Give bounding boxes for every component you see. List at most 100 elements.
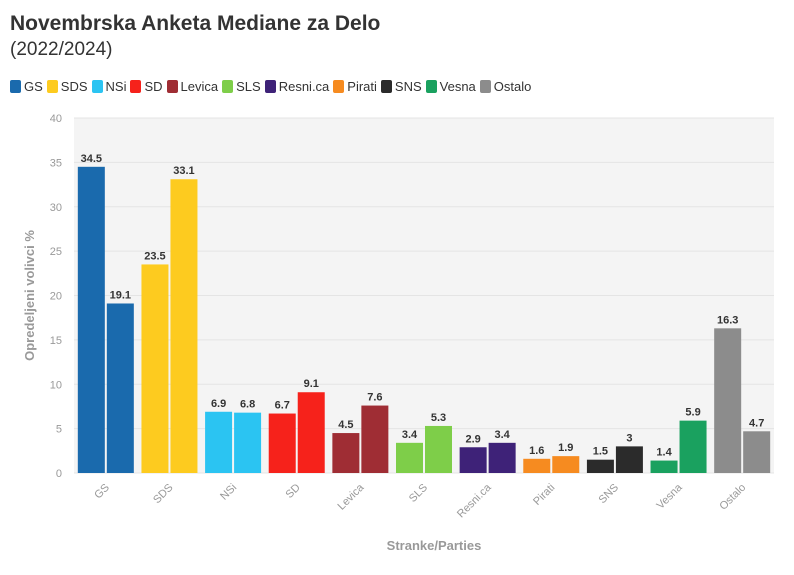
- legend-item[interactable]: Ostalo: [479, 79, 532, 94]
- data-label: 1.5: [593, 446, 608, 458]
- data-label: 7.6: [367, 392, 382, 404]
- bar: [552, 456, 580, 473]
- legend-label: NSi: [105, 79, 127, 94]
- bar: [361, 405, 389, 473]
- bar: [615, 446, 643, 473]
- data-label: 9.1: [304, 378, 319, 390]
- y-tick-label: 20: [50, 291, 62, 303]
- legend-swatch: [166, 80, 178, 93]
- bar: [268, 413, 296, 473]
- x-tick-label: Ostalo: [717, 482, 748, 513]
- data-label: 3.4: [402, 429, 418, 441]
- bar: [141, 264, 169, 473]
- legend-swatch: [10, 80, 21, 93]
- bar: [396, 442, 423, 473]
- legend-item[interactable]: NSi: [91, 79, 127, 94]
- legend-item[interactable]: SLS: [222, 79, 261, 94]
- legend-item[interactable]: Levica: [166, 79, 219, 94]
- data-label: 2.9: [465, 433, 480, 445]
- x-tick-label: Levica: [336, 481, 368, 513]
- legend-swatch: [91, 80, 103, 93]
- data-label: 6.8: [240, 399, 255, 411]
- legend-item[interactable]: SNS: [380, 79, 422, 94]
- legend-swatch: [46, 80, 58, 93]
- data-label: 23.5: [144, 250, 165, 262]
- data-label: 3: [626, 432, 632, 444]
- legend-item[interactable]: Resni.ca: [264, 79, 330, 94]
- legend-item[interactable]: Vesna: [425, 79, 476, 94]
- chart-subtitle: (2022/2024): [10, 39, 113, 60]
- legend-label: GS: [24, 79, 43, 94]
- bar: [234, 412, 262, 473]
- legend-swatch: [425, 80, 437, 93]
- legend-item[interactable]: SD: [130, 79, 163, 94]
- legend-label: SNS: [394, 79, 422, 94]
- data-label: 4.7: [749, 417, 764, 429]
- y-tick-label: 40: [50, 113, 62, 125]
- data-label: 3.4: [494, 429, 510, 441]
- bar: [679, 420, 707, 473]
- bar: [714, 328, 742, 473]
- legend-label: Ostalo: [493, 79, 532, 94]
- bar: [743, 431, 771, 473]
- legend-swatch: [264, 80, 276, 93]
- x-tick-label: NSi: [218, 482, 239, 503]
- data-label: 19.1: [110, 289, 131, 301]
- x-tick-label: GS: [92, 482, 112, 502]
- chart-title: Novembrska Anketa Mediane za Delo: [10, 12, 381, 35]
- x-axis-title: Stranke/Parties: [387, 538, 482, 553]
- bar: [205, 411, 233, 473]
- x-tick-label: Pirati: [531, 482, 557, 508]
- legend-item[interactable]: SDS: [46, 79, 88, 94]
- legend-swatch: [380, 80, 392, 93]
- data-label: 5.9: [685, 407, 700, 419]
- data-label: 16.3: [717, 314, 738, 326]
- bar: [106, 303, 134, 473]
- legend-swatch: [333, 80, 345, 93]
- y-tick-label: 10: [50, 379, 62, 391]
- bar: [586, 459, 614, 473]
- y-tick-label: 35: [50, 157, 62, 169]
- bar: [77, 166, 105, 473]
- y-tick-label: 25: [50, 246, 62, 258]
- x-tick-label: Vesna: [655, 481, 686, 512]
- legend-item[interactable]: GS: [10, 79, 43, 94]
- bar: [488, 442, 516, 473]
- bar: [297, 392, 325, 473]
- legend-swatch: [479, 80, 491, 93]
- bar: [650, 460, 678, 473]
- data-label: 6.7: [275, 400, 290, 412]
- legend-swatch: [222, 80, 234, 93]
- chart-legend: GS SDS NSi SD Levica SLS Resni.ca Pirati SNS Vesn…: [10, 79, 531, 94]
- data-label: 33.1: [173, 165, 194, 177]
- x-tick-label: SNS: [597, 482, 621, 506]
- bar: [332, 433, 360, 473]
- legend-label: Levica: [180, 79, 219, 94]
- bar: [523, 458, 551, 473]
- legend-label: Pirati: [347, 79, 377, 94]
- y-tick-label: 5: [56, 424, 62, 436]
- x-tick-label: SLS: [407, 482, 430, 505]
- legend-label: SDS: [60, 79, 88, 94]
- legend-item[interactable]: Pirati: [333, 79, 377, 94]
- legend-swatch: [130, 80, 142, 93]
- legend-label: Vesna: [439, 79, 476, 94]
- bar: [170, 179, 198, 474]
- y-tick-label: 15: [50, 335, 62, 347]
- data-label: 1.6: [529, 445, 544, 457]
- data-label: 5.3: [431, 412, 446, 424]
- x-tick-label: SD: [284, 482, 303, 501]
- data-label: 1.4: [656, 447, 672, 459]
- data-label: 4.5: [338, 419, 353, 431]
- y-tick-label: 0: [56, 468, 62, 480]
- y-axis-title: Opredeljeni volivci %: [22, 230, 37, 361]
- x-tick-label: Resni.ca: [455, 481, 494, 520]
- data-label: 1.9: [558, 442, 573, 454]
- y-tick-label: 30: [50, 202, 62, 214]
- legend-label: Resni.ca: [278, 79, 330, 94]
- bar: [459, 447, 487, 473]
- data-label: 6.9: [211, 398, 226, 410]
- legend-label: SLS: [236, 79, 261, 94]
- x-tick-label: SDS: [151, 482, 175, 506]
